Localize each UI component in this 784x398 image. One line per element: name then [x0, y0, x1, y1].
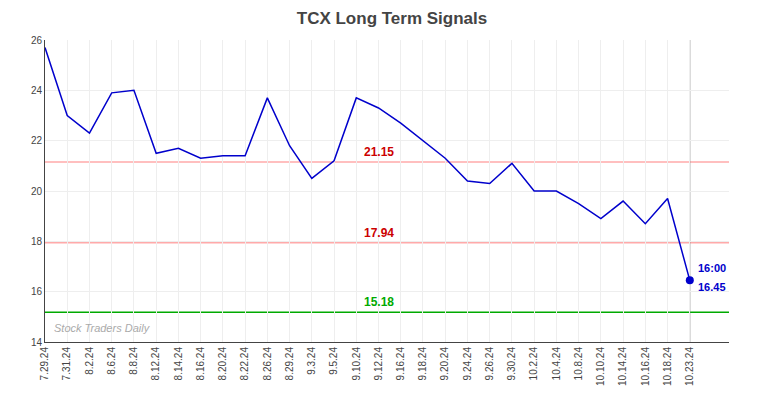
svg-text:8.2.24: 8.2.24 — [84, 347, 95, 375]
svg-text:10.14.24: 10.14.24 — [617, 347, 628, 386]
svg-text:8.20.24: 8.20.24 — [217, 347, 228, 381]
svg-text:10.10.24: 10.10.24 — [595, 347, 606, 386]
svg-text:9.5.24: 9.5.24 — [328, 347, 339, 375]
svg-text:8.29.24: 8.29.24 — [284, 347, 295, 381]
svg-text:10.4.24: 10.4.24 — [551, 347, 562, 381]
svg-text:10.2.24: 10.2.24 — [528, 347, 539, 381]
svg-text:9.10.24: 9.10.24 — [351, 347, 362, 381]
svg-text:7.31.24: 7.31.24 — [61, 347, 72, 381]
svg-text:9.30.24: 9.30.24 — [506, 347, 517, 381]
svg-text:9.12.24: 9.12.24 — [373, 347, 384, 381]
svg-text:26: 26 — [31, 35, 43, 46]
svg-text:8.6.24: 8.6.24 — [106, 347, 117, 375]
svg-text:10.16.24: 10.16.24 — [640, 347, 651, 386]
svg-text:21.15: 21.15 — [364, 145, 394, 159]
svg-text:TCX Long Term Signals: TCX Long Term Signals — [297, 9, 487, 28]
svg-text:8.26.24: 8.26.24 — [262, 347, 273, 381]
svg-text:9.3.24: 9.3.24 — [306, 347, 317, 375]
svg-text:20: 20 — [31, 186, 43, 197]
svg-text:16.45: 16.45 — [698, 281, 726, 293]
svg-text:24: 24 — [31, 85, 43, 96]
svg-text:15.18: 15.18 — [364, 295, 394, 309]
svg-text:10.23.24: 10.23.24 — [684, 347, 695, 386]
svg-text:8.12.24: 8.12.24 — [150, 347, 161, 381]
svg-text:10.18.24: 10.18.24 — [662, 347, 673, 386]
svg-text:7.29.24: 7.29.24 — [39, 347, 50, 381]
svg-text:9.20.24: 9.20.24 — [439, 347, 450, 381]
svg-text:9.26.24: 9.26.24 — [484, 347, 495, 381]
svg-text:9.16.24: 9.16.24 — [395, 347, 406, 381]
svg-text:18: 18 — [31, 236, 43, 247]
svg-text:17.94: 17.94 — [364, 226, 394, 240]
svg-text:Stock Traders Daily: Stock Traders Daily — [54, 322, 151, 334]
svg-text:8.16.24: 8.16.24 — [195, 347, 206, 381]
svg-text:14: 14 — [31, 337, 43, 348]
svg-text:16: 16 — [31, 286, 43, 297]
svg-text:8.8.24: 8.8.24 — [128, 347, 139, 375]
svg-text:8.22.24: 8.22.24 — [239, 347, 250, 381]
svg-text:8.14.24: 8.14.24 — [173, 347, 184, 381]
svg-text:10.8.24: 10.8.24 — [573, 347, 584, 381]
svg-text:9.24.24: 9.24.24 — [462, 347, 473, 381]
svg-text:9.18.24: 9.18.24 — [417, 347, 428, 381]
svg-text:16:00: 16:00 — [698, 262, 726, 274]
svg-text:22: 22 — [31, 135, 43, 146]
